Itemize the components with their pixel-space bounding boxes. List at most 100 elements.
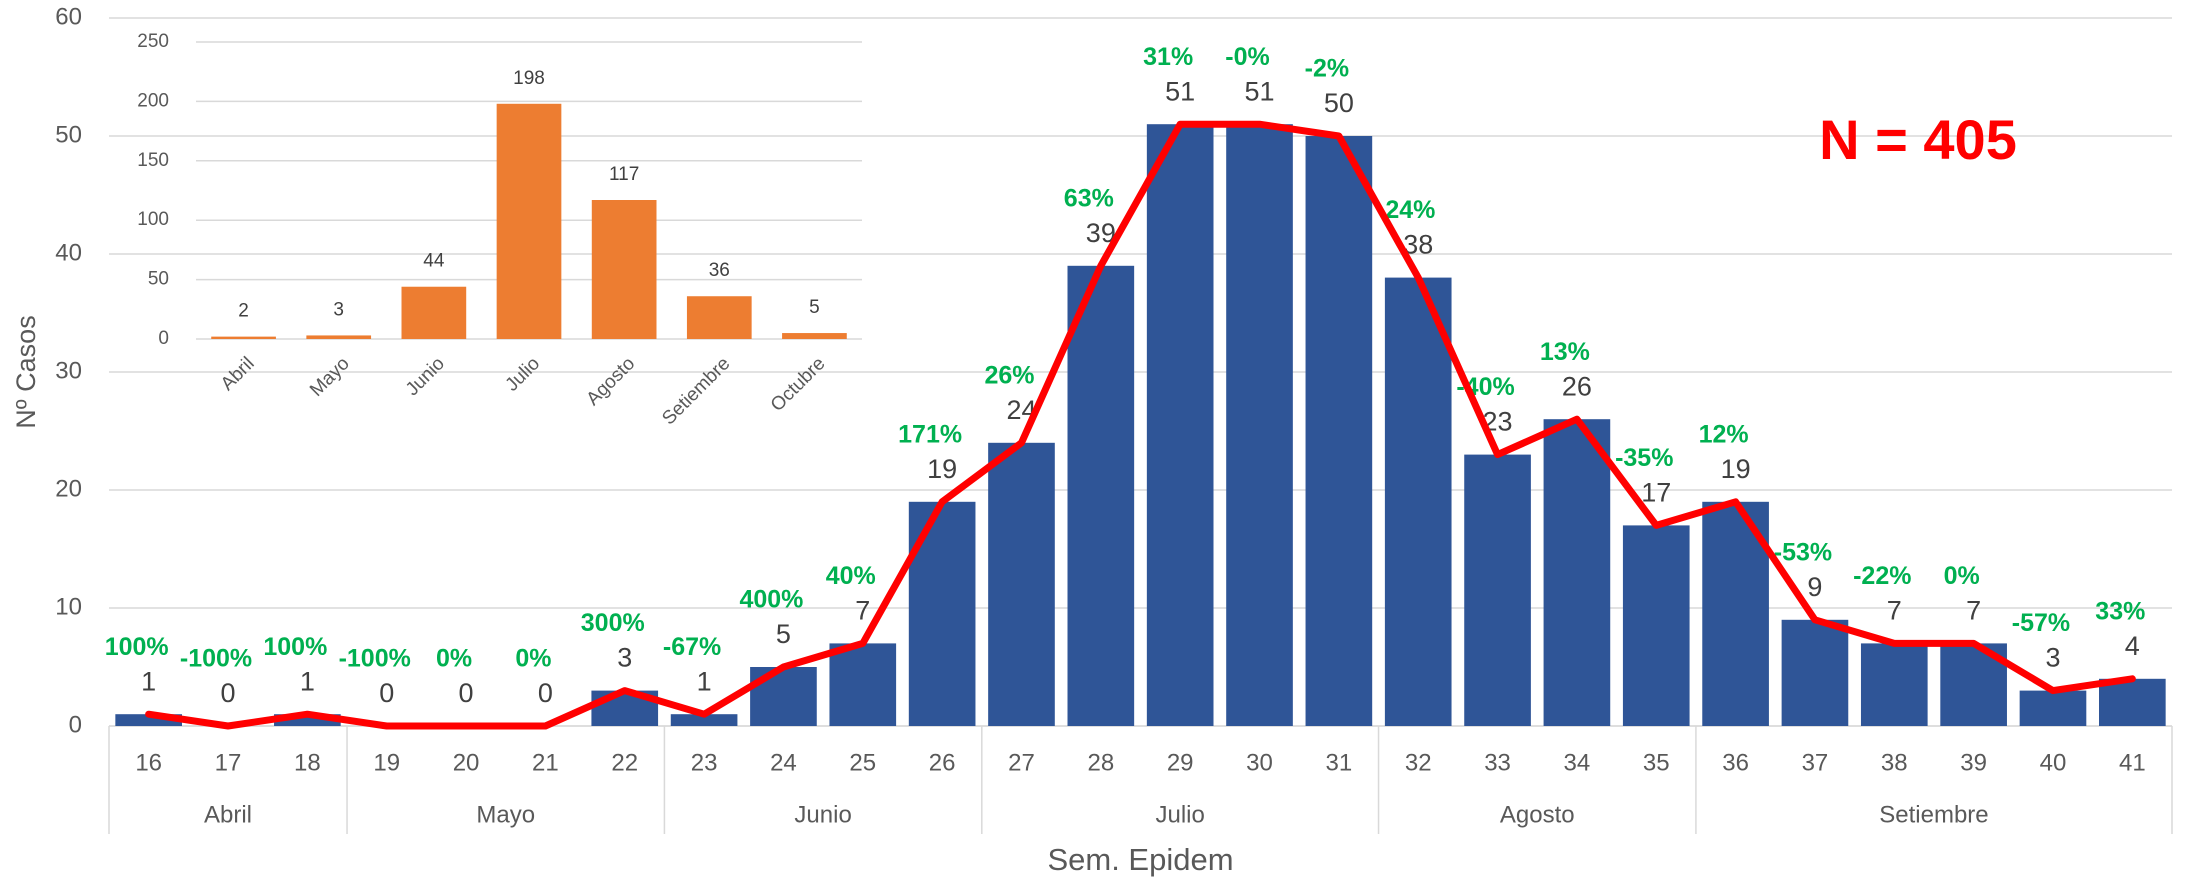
inset-x-tick-label: Agosto (583, 353, 640, 410)
month-label: Julio (1155, 801, 1204, 828)
change-label: 13% (1540, 338, 1590, 366)
inset-value-label: 198 (513, 68, 545, 89)
x-tick-label: 37 (1802, 749, 1829, 776)
inset-bar (782, 333, 847, 339)
bar (1067, 265, 1135, 726)
x-tick-label: 24 (770, 749, 797, 776)
change-label: 171% (898, 420, 962, 448)
inset-bar (306, 335, 372, 339)
x-tick-label: 16 (135, 749, 162, 776)
value-label: 3 (617, 643, 632, 673)
change-label: -53% (1774, 538, 1832, 566)
change-label: -67% (663, 633, 721, 661)
value-label: 50 (1324, 88, 1354, 118)
bar (2019, 690, 2087, 726)
y-tick-label: 0 (69, 711, 82, 738)
x-tick-label: 33 (1484, 749, 1511, 776)
inset-bar (496, 103, 562, 339)
x-tick-label: 39 (1960, 749, 1987, 776)
value-label: 19 (1721, 454, 1751, 484)
x-tick-label: 26 (929, 749, 956, 776)
inset-y-tick-label: 200 (137, 90, 169, 111)
bar (115, 714, 182, 726)
inset-value-label: 5 (809, 297, 820, 318)
value-label: 0 (379, 678, 394, 708)
x-tick-label: 21 (532, 749, 559, 776)
change-label: -0% (1225, 43, 1269, 71)
inset-value-label: 117 (609, 164, 639, 185)
x-axis-label: Sem. Epidem (1047, 842, 1233, 877)
inset-bar (401, 286, 467, 339)
bar (1464, 454, 1531, 726)
x-tick-label: 18 (294, 749, 321, 776)
change-label: 0% (436, 645, 472, 673)
bar (908, 501, 976, 726)
bar (1146, 124, 1214, 726)
x-tick-label: 20 (453, 749, 480, 776)
x-tick-label: 38 (1881, 749, 1908, 776)
x-tick-label: 17 (215, 749, 242, 776)
bar (750, 667, 817, 726)
inset-x-tick-label: Junio (402, 353, 449, 400)
inset-y-tick-label: 50 (148, 269, 169, 290)
x-tick-label: 27 (1008, 749, 1035, 776)
inset-bar (211, 336, 276, 339)
bar (1384, 277, 1452, 726)
bar (1226, 124, 1293, 726)
change-label: 31% (1143, 43, 1193, 71)
change-label: 100% (105, 633, 169, 661)
x-tick-label: 22 (611, 749, 638, 776)
inset-bar (686, 296, 752, 339)
y-tick-label: 50 (55, 121, 82, 148)
value-label: 1 (697, 666, 712, 696)
value-label: 7 (1887, 596, 1902, 626)
value-label: 5 (776, 619, 791, 649)
change-label: 100% (263, 633, 327, 661)
inset-y-tick-label: 100 (137, 209, 169, 230)
month-label: Mayo (476, 801, 535, 828)
inset-y-tick-label: 150 (137, 150, 169, 171)
change-label: 40% (826, 562, 876, 590)
x-tick-label: 35 (1643, 749, 1670, 776)
inset-x-tick-label: Setiembre (658, 353, 734, 429)
y-axis-label: Nº Casos (11, 315, 41, 428)
bar (829, 643, 897, 726)
y-tick-label: 20 (55, 475, 82, 502)
value-label: 7 (1966, 596, 1981, 626)
inset-bar (591, 200, 657, 339)
value-label: 1 (300, 666, 315, 696)
change-label: -22% (1853, 562, 1911, 590)
inset-x-tick-label: Abril (217, 353, 259, 395)
change-label: 0% (1944, 562, 1980, 590)
value-label: 7 (855, 596, 870, 626)
value-label: 51 (1165, 76, 1195, 106)
change-label: -2% (1305, 55, 1349, 83)
x-tick-label: 36 (1722, 749, 1749, 776)
value-label: 0 (221, 678, 236, 708)
value-label: 19 (927, 454, 957, 484)
inset-value-label: 36 (709, 260, 730, 281)
inset-x-tick-label: Mayo (306, 353, 354, 401)
value-label: 0 (538, 678, 553, 708)
x-tick-label: 25 (849, 749, 876, 776)
x-tick-label: 40 (2040, 749, 2067, 776)
inset-y-tick-label: 0 (158, 328, 169, 349)
inset-x-tick-label: Octubre (767, 353, 830, 416)
x-tick-label: 41 (2119, 749, 2146, 776)
month-label: Abril (204, 801, 252, 828)
x-tick-label: 30 (1246, 749, 1273, 776)
change-label: 0% (515, 645, 551, 673)
annotation: N = 405 (1819, 108, 2017, 171)
month-label: Junio (794, 801, 851, 828)
x-tick-label: 31 (1326, 749, 1353, 776)
bar (1781, 619, 1849, 726)
bar (2099, 678, 2166, 726)
bar (1860, 643, 1928, 726)
change-label: 63% (1064, 184, 1114, 212)
change-label: 12% (1699, 420, 1749, 448)
change-label: 26% (984, 361, 1034, 389)
value-label: 9 (1807, 572, 1822, 602)
bar (274, 714, 341, 726)
bar (1305, 136, 1373, 726)
